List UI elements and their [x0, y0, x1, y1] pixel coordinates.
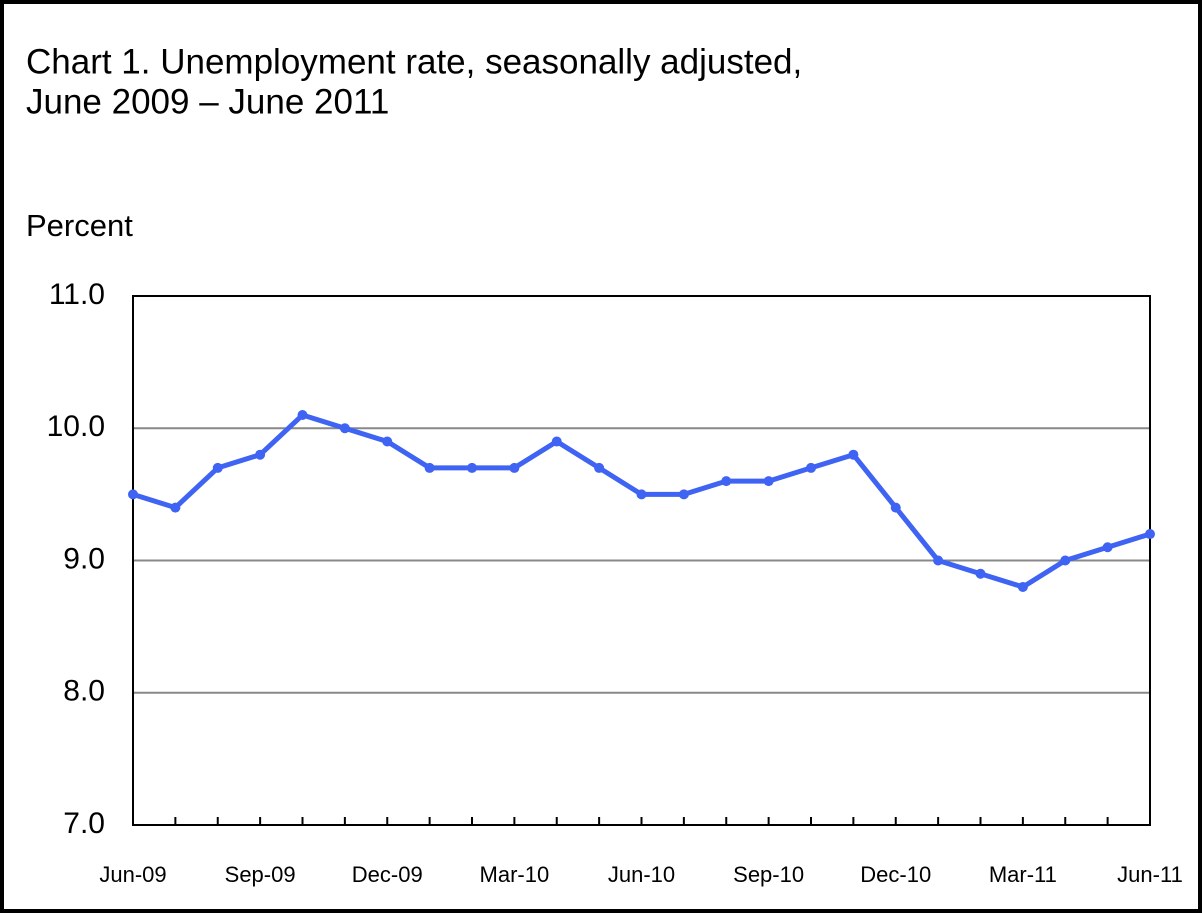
data-point: [509, 462, 520, 473]
data-point: [890, 502, 901, 513]
chart-title: June 2009 – June 2011: [26, 82, 389, 121]
data-point: [933, 555, 944, 566]
y-tick-label: 10.0: [47, 410, 105, 443]
data-point: [297, 410, 308, 421]
data-point: [1102, 542, 1113, 553]
data-point: [170, 502, 181, 513]
x-tick-label: Sep-10: [733, 862, 804, 887]
data-point: [551, 436, 562, 447]
data-point: [975, 568, 986, 579]
data-point: [636, 489, 647, 500]
data-point: [339, 423, 350, 434]
data-point: [848, 449, 859, 460]
y-tick-label: 8.0: [63, 675, 105, 708]
y-tick-label: 9.0: [63, 542, 105, 575]
data-point: [806, 462, 816, 473]
data-point: [467, 462, 477, 473]
x-tick-label: Jun-09: [99, 862, 166, 887]
chart-title: Chart 1. Unemployment rate, seasonally a…: [26, 42, 802, 81]
data-point: [424, 462, 435, 473]
x-tick-label: Jun-11: [1117, 862, 1183, 887]
x-tick-label: Dec-10: [860, 862, 931, 887]
data-point: [678, 489, 689, 500]
data-point: [1145, 529, 1155, 540]
data-point: [212, 462, 223, 473]
data-point: [128, 489, 138, 500]
x-tick-label: Sep-09: [225, 862, 296, 887]
y-tick-label: 11.0: [49, 278, 105, 311]
x-tick-label: Mar-10: [480, 862, 550, 887]
data-point: [255, 449, 266, 460]
y-tick-label: 7.0: [63, 807, 105, 840]
x-tick-label: Jun-10: [608, 862, 675, 887]
data-point: [382, 436, 393, 447]
data-point: [1060, 555, 1071, 566]
x-tick-label: Mar-11: [989, 862, 1057, 887]
data-point: [763, 476, 774, 487]
data-point: [1017, 581, 1028, 592]
data-point: [594, 462, 605, 473]
y-axis-label: Percent: [26, 208, 133, 243]
x-tick-label: Dec-09: [352, 862, 423, 887]
data-point: [721, 476, 732, 487]
